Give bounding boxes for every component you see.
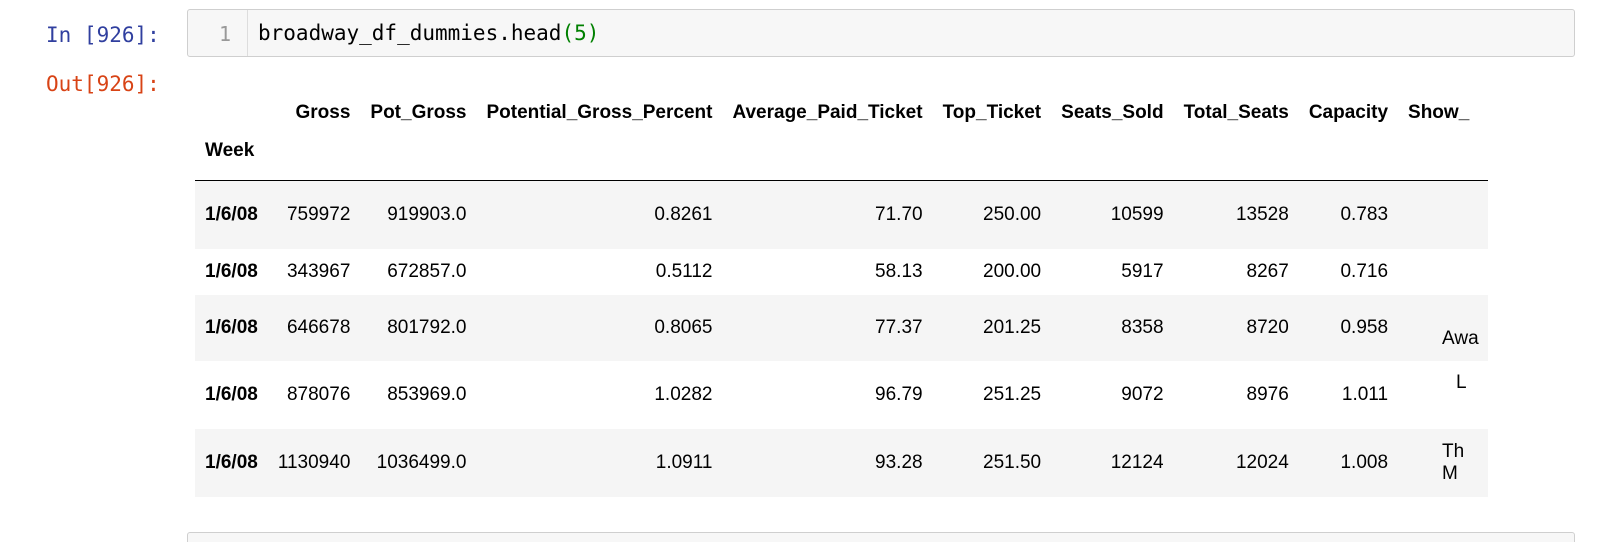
table-cell: 853969.0	[387, 383, 467, 405]
table-cell: 672857.0	[387, 260, 467, 282]
table-cell: 71.70	[875, 203, 923, 225]
input-prompt: In [926]:	[46, 23, 160, 47]
table-cell: 12124	[1110, 451, 1164, 473]
table-cell: 343967	[286, 260, 351, 282]
table-cell: 251.25	[983, 383, 1042, 405]
code-cell-input[interactable]: 1 broadway_df_dummies.head(5)	[187, 9, 1575, 57]
table-cell: 5917	[1121, 260, 1164, 282]
row-index: 1/6/08	[205, 383, 258, 405]
table-row: 1/6/08 646678 801792.0 0.8065 77.37 201.…	[195, 294, 1489, 361]
code-paren-close: )	[586, 21, 600, 45]
table-cell: 0.716	[1340, 260, 1389, 282]
next-code-cell[interactable]	[187, 532, 1575, 542]
row-index: 1/6/08	[205, 316, 258, 338]
code-paren-open: (	[561, 21, 575, 45]
dataframe-table: Gross Pot_Gross Potential_Gross_Percent …	[195, 85, 1489, 497]
table-cell: 12024	[1235, 451, 1289, 473]
table-cell: 13528	[1235, 203, 1289, 225]
row-index: 1/6/08	[205, 203, 258, 225]
table-cell: 1036499.0	[376, 451, 467, 473]
table-cell: 58.13	[875, 260, 923, 282]
line-number: 1	[218, 22, 231, 46]
column-header: Pot_Gross	[370, 101, 467, 123]
code-argument: 5	[574, 21, 587, 45]
table-cell: 0.5112	[655, 260, 713, 282]
column-header: Show_	[1408, 101, 1470, 123]
table-cell: 96.79	[875, 383, 923, 405]
table-cell: 1130940	[277, 451, 351, 473]
table-cell: 200.00	[983, 260, 1042, 282]
output-area: Gross Pot_Gross Potential_Gross_Percent …	[195, 85, 1563, 515]
column-header: Total_Seats	[1183, 101, 1289, 123]
code-line[interactable]: broadway_df_dummies.head(5)	[258, 21, 599, 45]
table-cell: 878076	[286, 383, 351, 405]
table-cell: 1.0911	[655, 451, 713, 473]
show-cell: Th M	[1442, 440, 1465, 484]
line-number-gutter: 1	[188, 10, 248, 56]
table-row: 1/6/08 878076 853969.0 1.0282 96.79 251.…	[195, 360, 1489, 429]
table-row: 1/6/08 1130940 1036499.0 1.0911 93.28 25…	[195, 428, 1489, 497]
table-cell: 0.8065	[654, 316, 713, 338]
table-cell: 251.50	[983, 451, 1042, 473]
table-cell: 8720	[1246, 316, 1289, 338]
table-cell: 0.783	[1340, 203, 1389, 225]
table-cell: 646678	[286, 316, 351, 338]
column-header: Top_Ticket	[942, 101, 1042, 123]
index-name-row: Week	[195, 140, 1489, 181]
table-cell: 8267	[1246, 260, 1289, 282]
show-cell	[1398, 249, 1488, 295]
show-cell	[1398, 181, 1488, 249]
table-cell: 0.958	[1340, 316, 1389, 338]
column-header: Gross	[295, 101, 351, 123]
code-function-call: broadway_df_dummies.head	[258, 21, 562, 45]
column-header: Seats_Sold	[1061, 101, 1164, 123]
table-cell: 93.28	[875, 451, 923, 473]
table-cell: 8358	[1121, 316, 1164, 338]
table-cell: 250.00	[983, 203, 1042, 225]
table-cell: 9072	[1121, 383, 1164, 405]
column-header: Capacity	[1308, 101, 1389, 123]
column-header: Potential_Gross_Percent	[486, 101, 713, 123]
row-index: 1/6/08	[205, 260, 258, 282]
table-cell: 0.8261	[654, 203, 713, 225]
table-cell: 201.25	[983, 316, 1042, 338]
table-cell: 8976	[1246, 383, 1289, 405]
table-row: 1/6/08 343967 672857.0 0.5112 58.13 200.…	[195, 248, 1489, 295]
column-header: Average_Paid_Ticket	[732, 101, 923, 123]
table-cell: 10599	[1110, 203, 1164, 225]
table-cell: 1.011	[1341, 383, 1389, 405]
show-cell: Awa	[1442, 327, 1479, 349]
table-cell: 77.37	[875, 316, 923, 338]
row-index: 1/6/08	[205, 451, 258, 473]
table-cell: 759972	[286, 203, 351, 225]
output-prompt: Out[926]:	[46, 72, 160, 96]
table-cell: 1.0282	[654, 383, 713, 405]
table-row: 1/6/08 759972 919903.0 0.8261 71.70 250.…	[195, 180, 1489, 249]
table-cell: 801792.0	[387, 316, 467, 338]
show-cell: L	[1456, 371, 1467, 393]
index-header-spacer	[195, 85, 268, 140]
table-cell: 1.008	[1340, 451, 1389, 473]
column-header-row: Gross Pot_Gross Potential_Gross_Percent …	[195, 85, 1488, 140]
table-cell: 919903.0	[387, 203, 467, 225]
index-name: Week	[205, 140, 255, 161]
